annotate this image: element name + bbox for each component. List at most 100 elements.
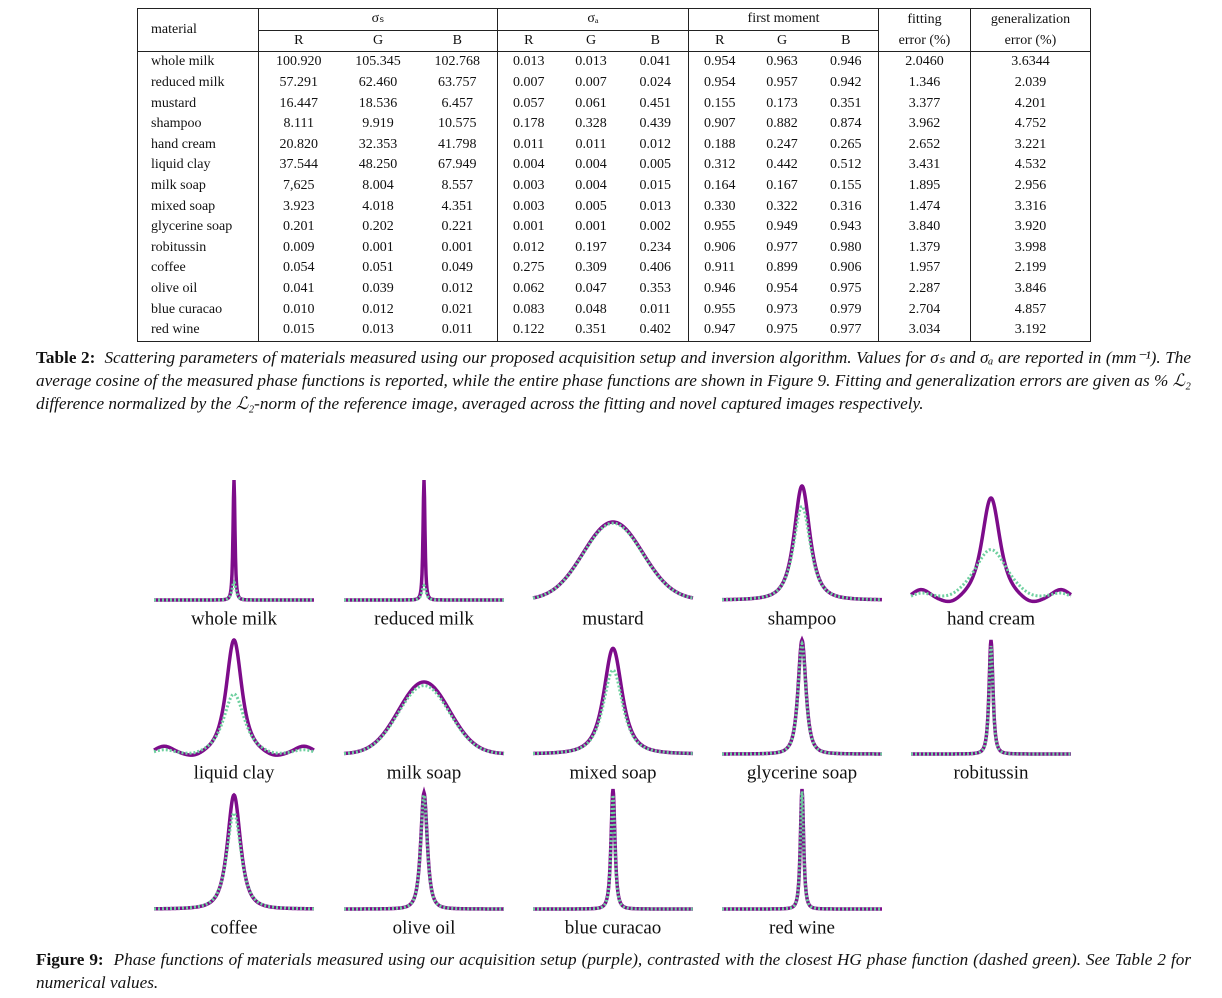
cell: 2.287 [878,278,971,300]
panel-label: coffee [210,917,257,938]
hg-curve [344,789,504,911]
cell: 0.899 [766,260,798,276]
cell: 0.011 [575,136,607,152]
hg-curve [153,692,315,755]
cell: 0.309 [575,260,607,276]
hg-curve [344,583,504,602]
cell: 0.957 [766,75,798,91]
cell: mixed soap [151,198,216,214]
panel-label: mustard [582,608,644,629]
cell: blue curacao [151,301,223,317]
row: mustard 16.447 18.536 6.457 0.057 0.061 0.451 0… [138,93,1091,114]
cell: 3.998 [970,237,1091,259]
cell: 0.013 [497,51,560,73]
caption-label: Table 2: [36,348,96,367]
panel-label: reduced milk [374,608,474,629]
header: material [137,8,259,53]
panel-label: robitussin [954,762,1029,783]
cell: 0.011 [497,134,560,156]
cell: 0.351 [575,322,607,338]
measured-curve [154,792,314,911]
cell: 0.512 [830,157,862,173]
cell: shampoo [151,116,202,132]
cell: 0.011 [639,301,671,317]
cell: 0.001 [575,219,607,235]
header: R [688,30,751,53]
cell: 105.345 [355,54,401,70]
header: G [750,30,814,53]
cell: 0.874 [830,116,862,132]
cell: 0.024 [639,75,672,91]
cell: 0.004 [575,178,607,194]
cell: 0.247 [766,136,798,152]
cell: 1.957 [878,258,971,279]
cell: 1.379 [878,237,971,259]
cell: 0.010 [258,299,339,320]
cell: 0.015 [258,319,339,341]
cell: 0.954 [688,51,751,73]
cell: 0.943 [830,219,862,235]
measured-curve [532,520,694,600]
hg-curve [532,521,694,600]
panel-label: glycerine soap [747,762,857,783]
cell: 3.377 [878,93,971,114]
hg-curve [154,579,314,602]
cell: 0.221 [441,219,474,235]
cell: 3.920 [970,216,1091,238]
cell: 0.322 [766,198,798,214]
cell: 0.188 [688,134,751,156]
cell: 1.895 [878,175,971,197]
cell: 3.962 [878,113,971,135]
cell: 3.923 [258,196,339,217]
cell: 0.013 [575,54,607,70]
hg-curve [532,668,694,755]
cell: 41.798 [438,136,477,152]
measured-curve [343,680,505,756]
hg-curve [343,684,505,756]
hg-curve [910,548,1072,598]
cell: 0.911 [688,258,751,279]
cell: 2.652 [878,134,971,156]
header: fitting [878,8,971,31]
cell: 0.122 [497,319,560,341]
cell: 0.955 [688,216,751,238]
panel-label: milk soap [387,762,461,783]
cell: 0.963 [766,54,798,70]
caption-label: Figure 9: [36,950,104,969]
cell: 8.004 [362,178,394,194]
cell: red wine [151,322,200,338]
row: coffee 0.054 0.051 0.049 0.275 0.309 0.406 0.91… [138,258,1091,279]
row: glycerine soap 0.201 0.202 0.221 0.001 0.001 0… [138,216,1091,238]
cell: 0.202 [362,219,394,235]
header: B [622,30,689,53]
cell: 0.047 [575,281,607,297]
cell: mustard [151,95,197,111]
cell: 2.956 [970,175,1091,197]
cell: 0.015 [639,178,672,194]
cell: 0.906 [830,260,862,276]
cell: 0.041 [258,278,339,300]
header: G [559,30,623,53]
header: error (%) [970,30,1091,53]
cell: 0.007 [497,72,560,94]
cell: 1.474 [878,196,971,217]
cell: 0.013 [362,322,394,338]
cell: 0.954 [766,281,798,297]
row: milk soap 7,625 8.004 8.557 0.003 0.004 0.015 0… [138,175,1091,197]
cell: 0.012 [497,237,560,259]
row: red wine 0.015 0.013 0.011 0.122 0.351 0.402 0.… [138,319,1091,341]
cell: 0.021 [441,301,474,317]
caption-text: Scattering parameters of materials measu… [36,348,1192,413]
cell: 32.353 [358,136,398,152]
table-caption: Table 2: Scattering parameters of materi… [36,346,1191,415]
header: σₛ [258,8,498,31]
cell: 0.907 [688,113,751,135]
row: liquid clay 37.544 48.250 67.949 0.004 0.004 0… [138,155,1091,176]
cell: 0.979 [830,301,862,317]
hg-curve [153,811,315,911]
cell: 20.820 [258,134,339,156]
cell: 0.003 [497,196,560,217]
measured-curve [722,635,882,756]
hg-curve [722,504,882,602]
panel-label: olive oil [393,917,456,938]
